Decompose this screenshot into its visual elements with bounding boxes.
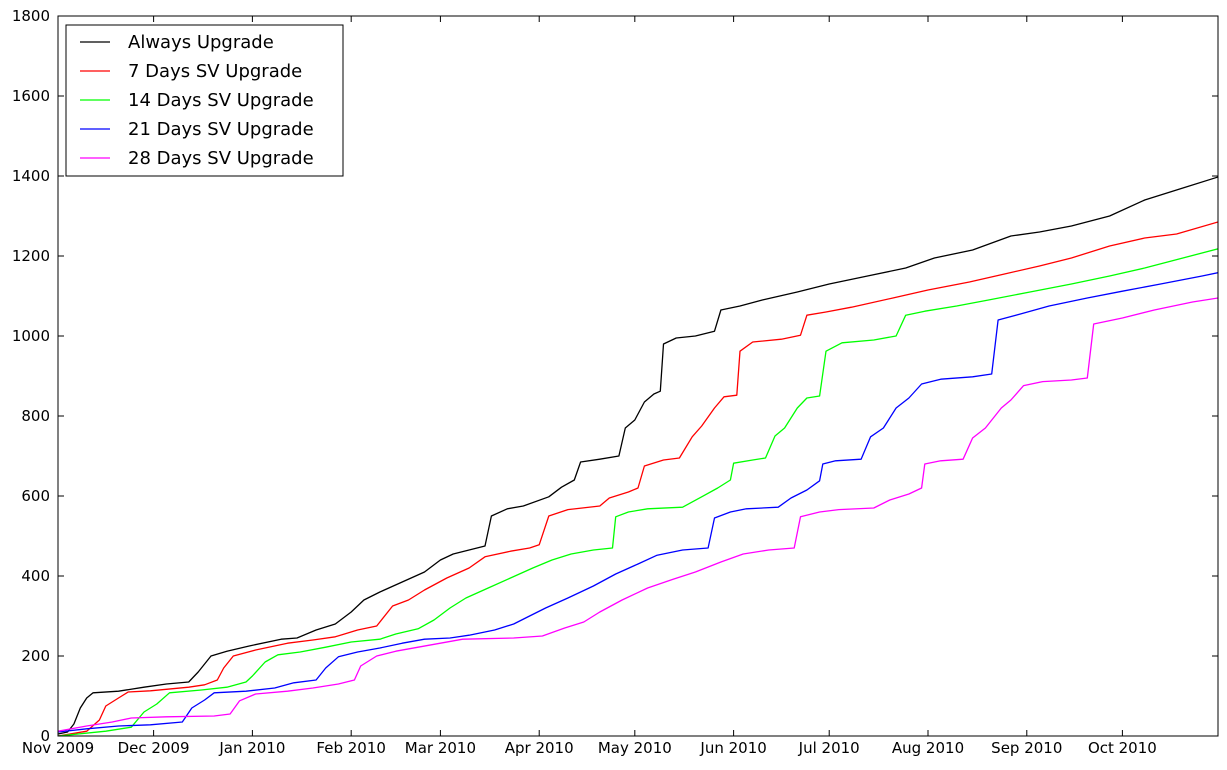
- y-tick-label: 1400: [12, 167, 50, 185]
- legend-label-21-days-sv-upgrade: 21 Days SV Upgrade: [128, 119, 314, 140]
- legend-label-always-upgrade: Always Upgrade: [128, 32, 274, 53]
- legend-label-7-days-sv-upgrade: 7 Days SV Upgrade: [128, 61, 302, 82]
- y-tick-label: 600: [21, 487, 50, 505]
- axes-layer: 0 200 400 600 800 1000 1200 1400 1600 1800 Nov 200…: [12, 7, 1219, 757]
- series-line-7-days-sv-upgrade: [58, 221, 1218, 736]
- y-tick-label: 800: [21, 407, 50, 425]
- y-tick-label: 1600: [12, 87, 50, 105]
- x-tick-label: May 2010: [598, 739, 672, 757]
- series-line-28-days-sv-upgrade: [58, 297, 1218, 732]
- x-tick-label: Feb 2010: [316, 739, 386, 757]
- x-tick-label: Jul 2010: [798, 739, 860, 757]
- x-tick-label: Mar 2010: [405, 739, 476, 757]
- x-tick-label: Aug 2010: [892, 739, 964, 757]
- legend-label-14-days-sv-upgrade: 14 Days SV Upgrade: [128, 90, 314, 111]
- y-tick-label: 1000: [12, 327, 50, 345]
- x-tick-label: Oct 2010: [1088, 739, 1157, 757]
- y-tick-label: 1200: [12, 247, 50, 265]
- y-tick-label: 0: [40, 727, 50, 745]
- series-line-21-days-sv-upgrade: [58, 272, 1218, 733]
- legend: Always Upgrade 7 Days SV Upgrade 14 Days S…: [65, 24, 344, 177]
- series-line-always-upgrade: [58, 176, 1218, 735]
- x-tick-label: Jan 2010: [218, 739, 285, 757]
- x-tick-label: Nov 2009: [22, 739, 94, 757]
- y-tick-label: 1800: [12, 7, 50, 25]
- legend-label-28-days-sv-upgrade: 28 Days SV Upgrade: [128, 148, 314, 169]
- series-line-14-days-sv-upgrade: [58, 248, 1218, 736]
- plot-frame: [57, 15, 1219, 737]
- legend-box: [65, 24, 344, 177]
- x-tick-label: Jun 2010: [699, 739, 766, 757]
- x-tick-label: Apr 2010: [505, 739, 574, 757]
- y-tick-label: 400: [21, 567, 50, 585]
- y-tick-label: 200: [21, 647, 50, 665]
- series-layer: [58, 176, 1218, 736]
- x-tick-label: Sep 2010: [991, 739, 1062, 757]
- x-tick-label: Dec 2009: [118, 739, 190, 757]
